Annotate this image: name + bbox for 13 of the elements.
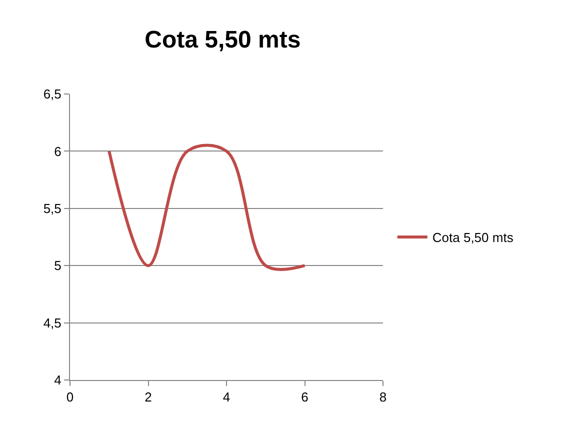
x-tick-label: 2 [144,390,152,405]
legend-label: Cota 5,50 mts [432,230,514,246]
y-tick-label: 6,5 [43,86,62,102]
x-tick-label: 8 [379,390,387,405]
y-tick-label: 4 [54,372,62,388]
chart-title: Cota 5,50 mts [144,26,301,54]
y-tick-label: 4,5 [43,315,62,330]
x-tick-label: 4 [222,390,230,405]
x-tick-label: 0 [66,390,74,405]
y-tick-label: 5,5 [43,200,62,216]
x-tick-label: 6 [301,390,308,405]
y-tick-label: 5 [54,258,62,274]
y-tick-label: 6 [54,144,62,159]
